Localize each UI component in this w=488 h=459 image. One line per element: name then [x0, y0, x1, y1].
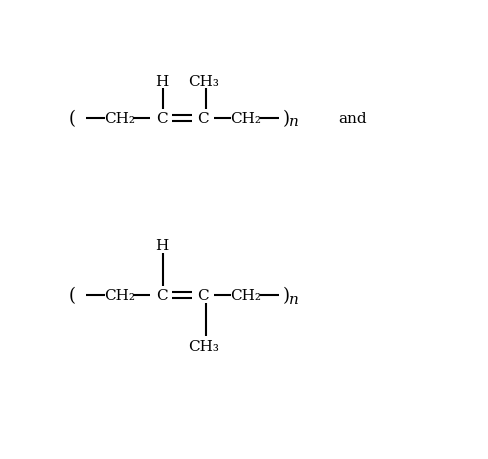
Text: ): ) [282, 286, 289, 304]
Text: (: ( [69, 110, 76, 128]
Text: n: n [289, 115, 299, 129]
Text: H: H [155, 239, 168, 253]
Text: CH₂: CH₂ [230, 288, 261, 302]
Text: ): ) [282, 110, 289, 128]
Text: n: n [289, 292, 299, 306]
Text: H: H [155, 75, 168, 89]
Text: CH₃: CH₃ [187, 340, 218, 353]
Text: C: C [197, 288, 209, 302]
Text: C: C [155, 112, 167, 126]
Text: C: C [197, 112, 209, 126]
Text: CH₃: CH₃ [187, 75, 218, 89]
Text: (: ( [69, 286, 76, 304]
Text: CH₂: CH₂ [230, 112, 261, 126]
Text: C: C [155, 288, 167, 302]
Text: and: and [337, 112, 366, 126]
Text: CH₂: CH₂ [104, 288, 135, 302]
Text: CH₂: CH₂ [104, 112, 135, 126]
